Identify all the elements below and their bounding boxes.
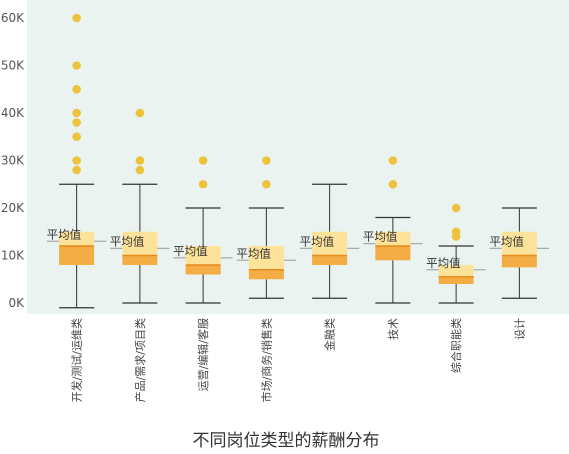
mean-label: 平均值 <box>236 246 271 260</box>
outlier-point <box>135 156 145 165</box>
y-tick-label: 10K <box>1 249 25 263</box>
outlier-point <box>72 61 81 70</box>
outlier-point <box>198 179 208 189</box>
category-label: 开发/测试/运维类 <box>70 318 84 402</box>
y-tick-label: 0K <box>8 296 25 310</box>
y-tick-label: 40K <box>1 106 25 120</box>
mean-label: 平均值 <box>426 256 461 270</box>
mean-label: 平均值 <box>110 234 145 248</box>
category-label: 金融类 <box>323 318 337 351</box>
box-lower-half <box>185 265 221 275</box>
category-label: 设计 <box>513 318 526 340</box>
box-lower-half <box>501 255 537 268</box>
mean-label: 平均值 <box>47 227 82 241</box>
y-tick-label: 30K <box>1 154 25 168</box>
box-upper-half <box>312 231 348 256</box>
box-lower-half <box>248 269 284 280</box>
box-lower-half <box>375 246 411 261</box>
outlier-point <box>135 108 145 118</box>
mean-label: 平均值 <box>173 244 208 258</box>
box-upper-half <box>122 231 158 256</box>
outlier-point <box>198 156 208 165</box>
box-lower-half <box>438 276 474 284</box>
outlier-point <box>72 84 81 94</box>
box-upper-half <box>375 231 411 246</box>
outlier-point <box>72 108 81 118</box>
outlier-point <box>72 13 81 23</box>
box-upper-half <box>438 265 474 277</box>
plot-area <box>27 0 569 314</box>
outlier-point <box>72 165 81 175</box>
outlier-point <box>72 118 81 127</box>
category-label: 产品/需求/项目类 <box>133 318 147 402</box>
outlier-point <box>451 227 461 237</box>
box-upper-half <box>248 246 284 270</box>
mean-label: 平均值 <box>489 234 524 248</box>
y-tick-label: 60K <box>1 11 25 25</box>
box-upper-half <box>501 231 537 256</box>
box-lower-half <box>312 255 348 265</box>
box-lower-half <box>59 246 95 265</box>
box-lower-half <box>122 255 158 265</box>
category-label: 运营/编辑/客服 <box>196 318 210 391</box>
outlier-point <box>388 179 398 189</box>
y-tick-label: 20K <box>1 201 25 215</box>
category-label: 市场/商务/销售类 <box>259 318 273 402</box>
outlier-point <box>388 156 398 165</box>
mean-label: 平均值 <box>300 234 335 248</box>
outlier-point <box>135 165 145 175</box>
y-tick-label: 50K <box>1 59 25 73</box>
outlier-point <box>72 132 81 142</box>
category-label: 技术 <box>387 318 400 340</box>
chart-title: 不同岗位类型的薪酬分布 <box>193 431 380 451</box>
outlier-point <box>451 203 461 213</box>
box-upper-half <box>185 246 221 265</box>
outlier-point <box>262 179 271 189</box>
outlier-point <box>262 156 271 165</box>
category-label: 综合职能类 <box>449 318 463 373</box>
outlier-point <box>72 156 81 165</box>
mean-label: 平均值 <box>363 230 398 244</box>
box-upper-half <box>59 231 95 246</box>
